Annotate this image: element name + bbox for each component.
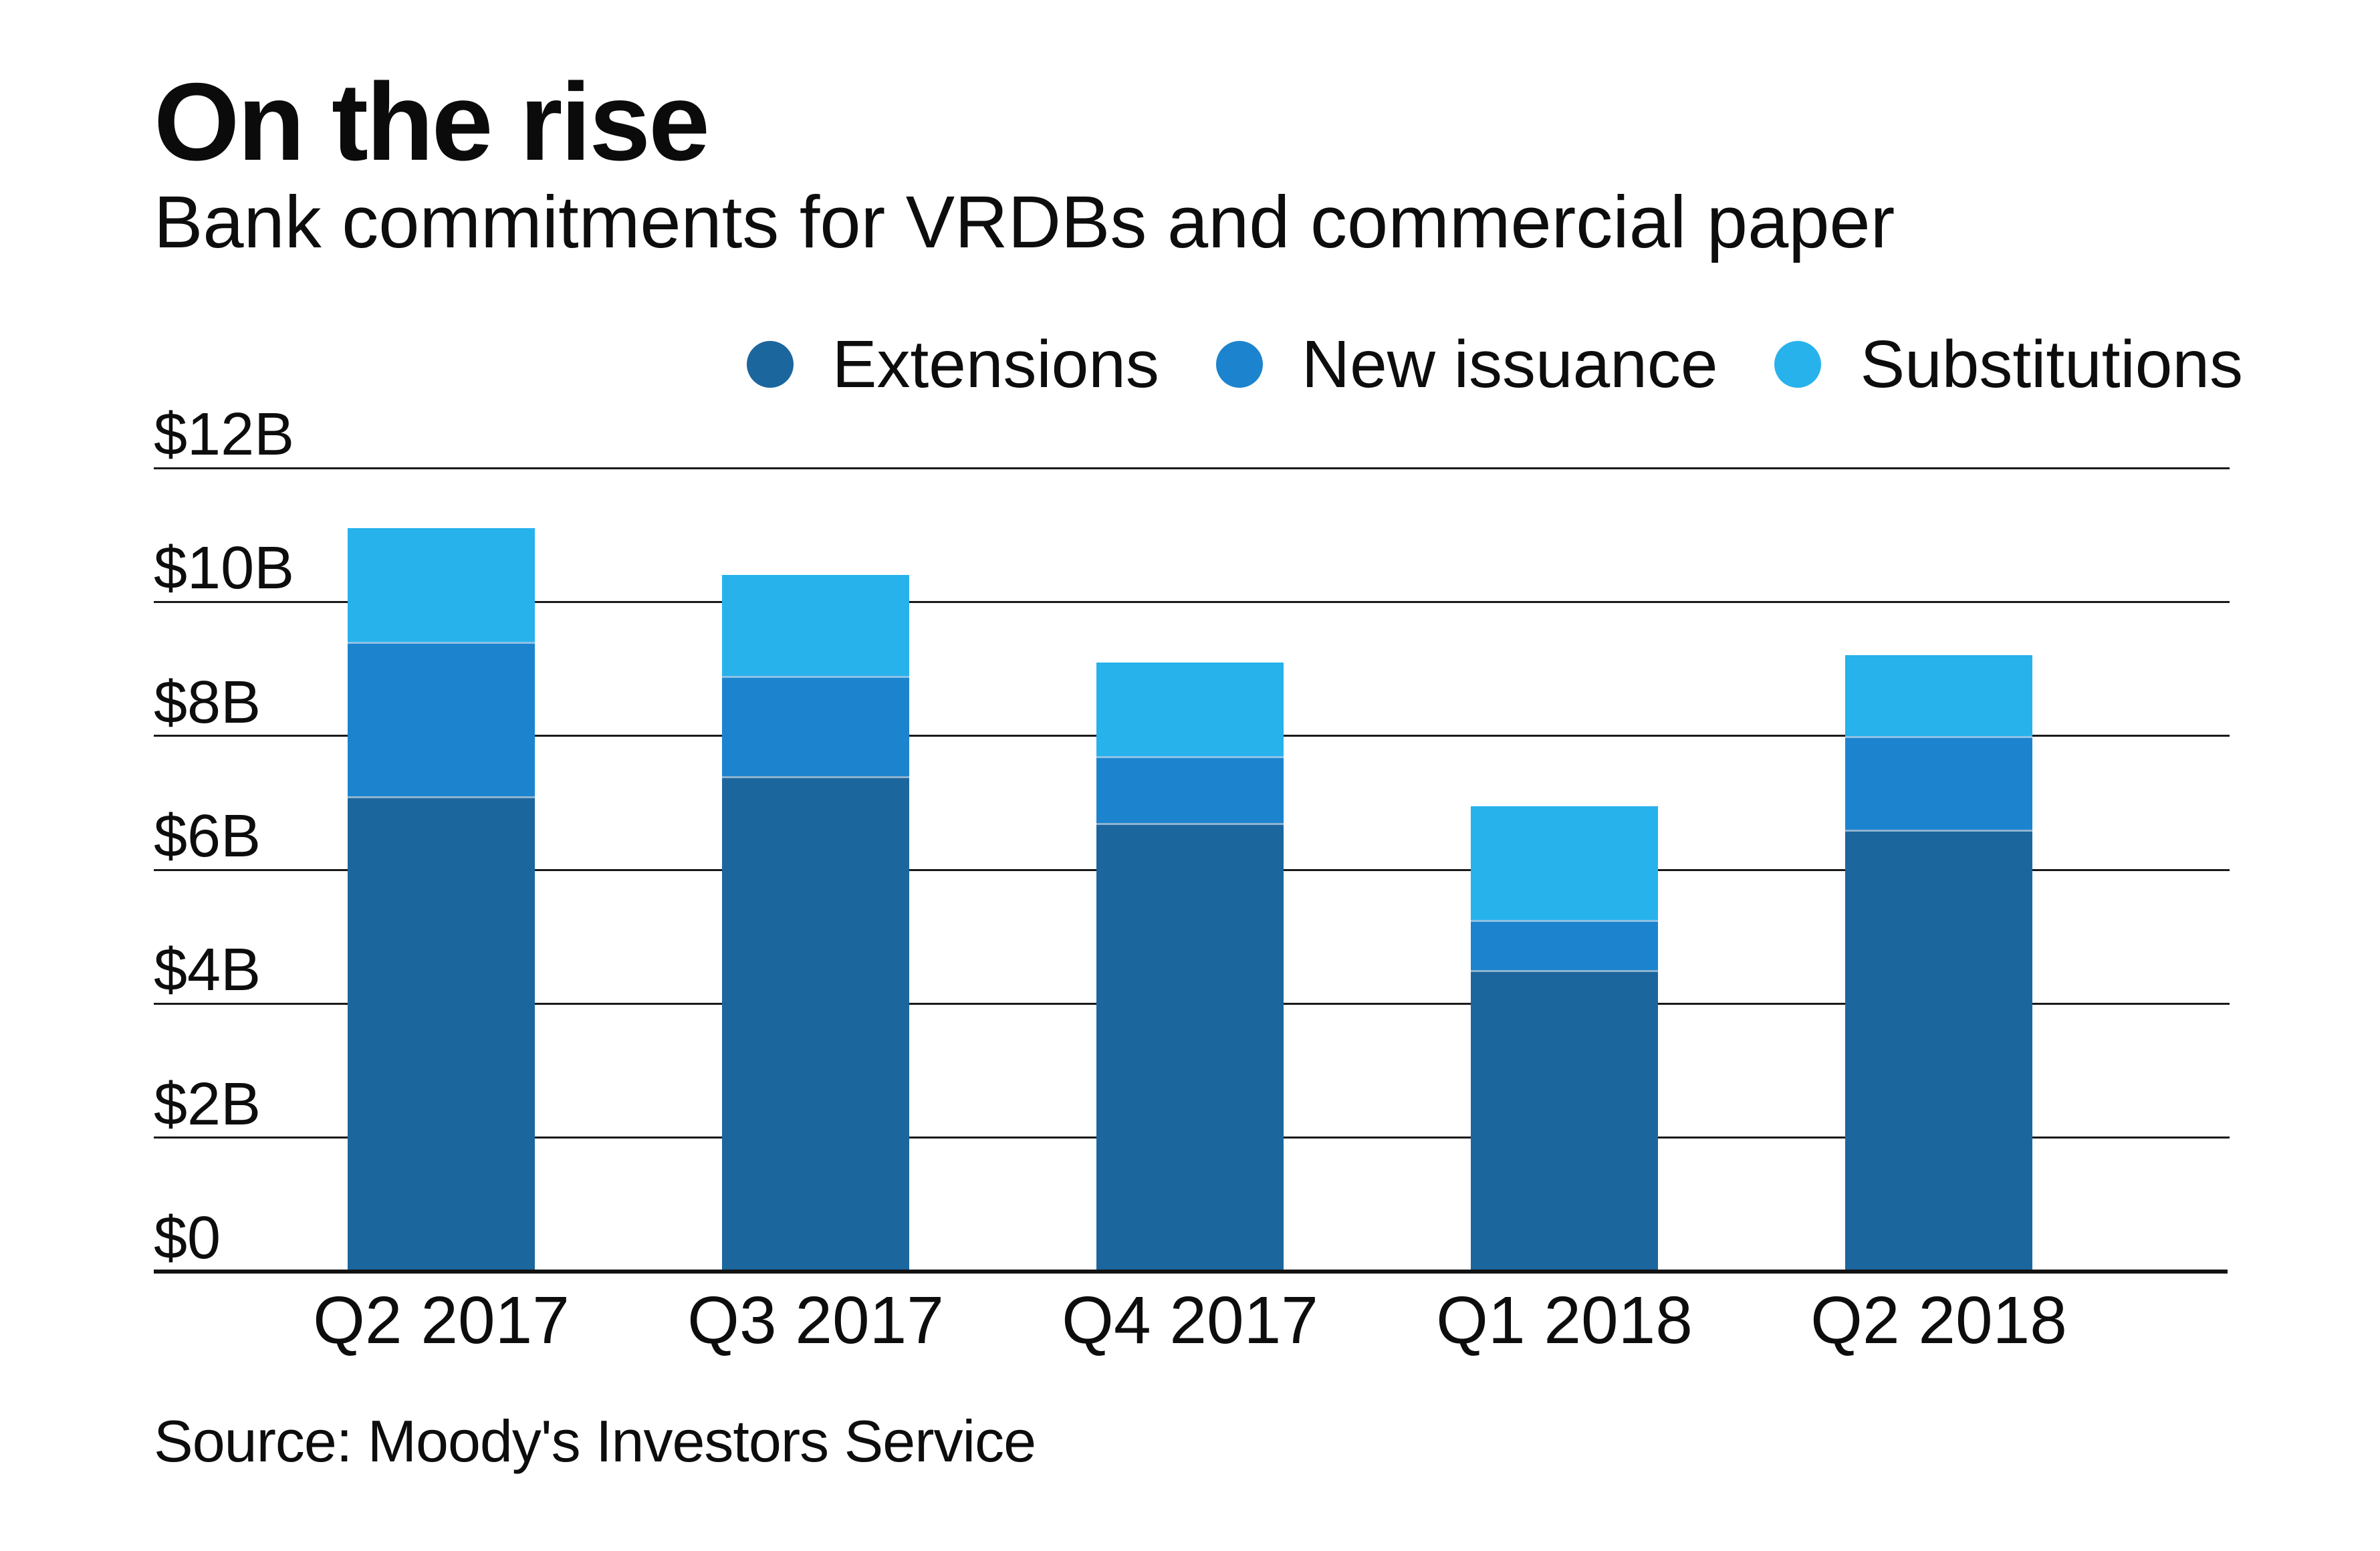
bar-segment-new-issuance bbox=[1471, 920, 1658, 971]
y-axis-tick-label: $12B bbox=[154, 401, 295, 468]
legend-dot-icon bbox=[1215, 341, 1263, 388]
x-axis-tick-label: Q4 2017 bbox=[1062, 1283, 1318, 1358]
y-axis-tick-label: $2B bbox=[154, 1070, 261, 1138]
y-axis-tick-label: $4B bbox=[154, 937, 261, 1004]
bar-segment-extensions bbox=[348, 796, 535, 1272]
x-axis-tick-label: Q2 2018 bbox=[1810, 1283, 2067, 1358]
chart-subtitle: Bank commitments for VRDBs and commercia… bbox=[154, 181, 1895, 263]
stacked-bar-q4-2017 bbox=[1096, 662, 1284, 1272]
legend-label: New issuance bbox=[1301, 327, 1718, 402]
bar-segment-new-issuance bbox=[722, 675, 909, 776]
legend-item-substitutions: Substitutions bbox=[1774, 331, 2243, 398]
stacked-bar-q2-2018 bbox=[1845, 655, 2032, 1272]
bar-segment-extensions bbox=[1471, 970, 1658, 1272]
stacked-bar-q2-2017 bbox=[348, 528, 535, 1272]
legend-item-extensions: Extensions bbox=[746, 327, 1159, 402]
stacked-bar-q3-2017 bbox=[722, 575, 909, 1272]
bar-segment-substitutions bbox=[1096, 662, 1284, 756]
y-axis-tick-label: $8B bbox=[154, 669, 261, 736]
bar-segment-extensions bbox=[1096, 822, 1284, 1272]
gridline bbox=[154, 600, 2230, 603]
y-axis-tick-label: $10B bbox=[154, 535, 295, 602]
x-axis-tick-label: Q3 2017 bbox=[687, 1283, 944, 1358]
stacked-bar-q1-2018 bbox=[1471, 806, 1658, 1272]
chart-title: On the rise bbox=[154, 60, 710, 183]
legend-label: Extensions bbox=[832, 327, 1159, 402]
legend: Extensions New issuance Substitutions bbox=[746, 327, 2243, 402]
bar-segment-new-issuance bbox=[1845, 735, 2032, 830]
bar-segment-substitutions bbox=[1471, 806, 1658, 921]
legend-dot-icon bbox=[746, 341, 794, 388]
x-axis-baseline bbox=[154, 1270, 2228, 1274]
bar-segment-substitutions bbox=[348, 528, 535, 642]
y-axis-tick-label: $6B bbox=[154, 803, 261, 870]
bar-segment-substitutions bbox=[722, 575, 909, 676]
legend-dot-icon bbox=[1774, 341, 1822, 388]
legend-item-new-issuance: New issuance bbox=[1215, 327, 1718, 402]
gridline bbox=[154, 467, 2230, 469]
x-axis-tick-label: Q2 2017 bbox=[313, 1283, 570, 1358]
legend-label: Substitutions bbox=[1860, 327, 2243, 402]
bar-segment-extensions bbox=[722, 776, 909, 1272]
bar-segment-new-issuance bbox=[348, 642, 535, 796]
y-axis-tick-label: $0 bbox=[154, 1205, 221, 1272]
bar-segment-new-issuance bbox=[1096, 755, 1284, 823]
source-note: Source: Moody's Investors Service bbox=[154, 1408, 1036, 1474]
x-axis-tick-label: Q1 2018 bbox=[1436, 1283, 1693, 1358]
bar-segment-substitutions bbox=[1845, 655, 2032, 736]
bar-segment-extensions bbox=[1845, 829, 2032, 1272]
